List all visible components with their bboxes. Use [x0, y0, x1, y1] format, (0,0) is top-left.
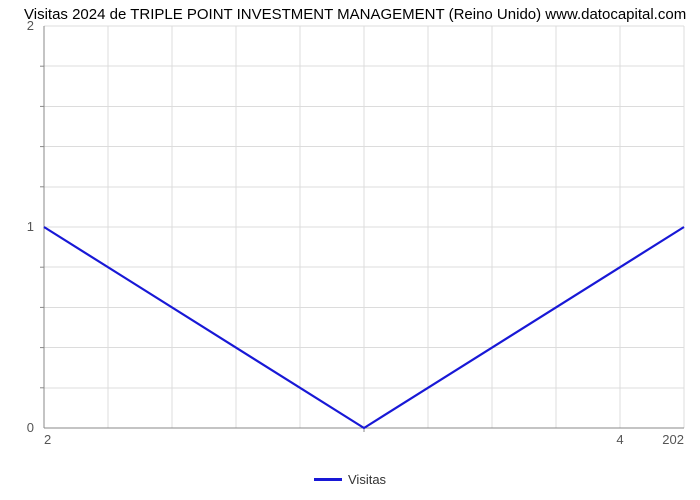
chart-legend: Visitas: [314, 472, 386, 487]
svg-text:0: 0: [27, 420, 34, 435]
svg-text:202: 202: [662, 432, 684, 447]
svg-text:4: 4: [616, 432, 623, 447]
svg-text:2: 2: [27, 20, 34, 33]
svg-text:2: 2: [44, 432, 51, 447]
legend-swatch: [314, 478, 342, 481]
svg-text:1: 1: [27, 219, 34, 234]
chart-container: Visitas 2024 de TRIPLE POINT INVESTMENT …: [0, 0, 700, 500]
chart-plot: 0 1 2 2 4 202: [16, 20, 700, 468]
legend-label: Visitas: [348, 472, 386, 487]
